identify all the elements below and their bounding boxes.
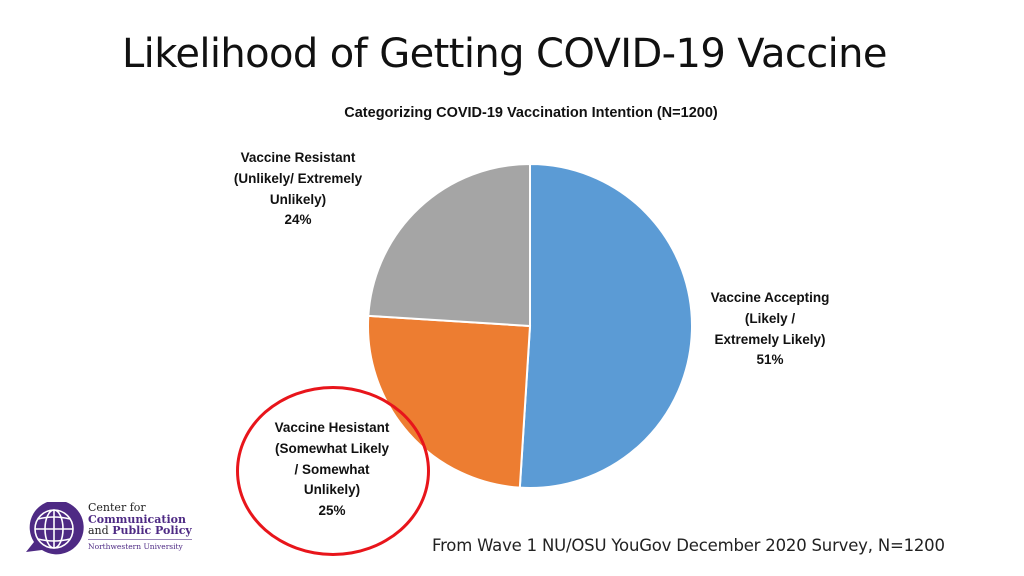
label-hesistant-name: Vaccine Hesistant [274,420,390,435]
logo-line-center-for: Center for [88,501,146,514]
label-resistant-desc-2: Unlikely) [269,191,327,207]
logo-line-communication: Communication [88,512,186,526]
label-accepting-name: Vaccine Accepting [710,290,830,305]
label-accepting-desc: (Likely / [744,310,796,326]
label-resistant-desc: (Unlikely/ Extremely [233,170,363,186]
label-resistant-name: Vaccine Resistant [240,150,356,165]
label-hesistant-desc: (Somewhat Likely [274,440,390,456]
slice-vaccine-accepting [518,162,694,489]
label-accepting-pct: 51% [756,352,784,368]
highlight-circle [236,386,430,556]
logo-line-university: Northwestern University [88,538,192,553]
label-vaccine-resistant: Vaccine Resistant (Unlikely/ Extremely U… [216,148,380,231]
label-hesistant-desc-2: / Somewhat [294,461,370,477]
chart-title: Categorizing COVID-19 Vaccination Intent… [344,105,718,121]
logo-line-public-policy: and Public Policy [88,525,192,537]
logo-center-communication-public-policy: Center for Communication and Public Poli… [20,500,200,562]
label-hesistant-desc-3: Unlikely) [303,482,361,498]
label-hesistant-pct: 25% [318,503,346,519]
label-vaccine-accepting: Vaccine Accepting (Likely / Extremely Li… [694,288,846,371]
label-resistant-pct: 24% [284,212,312,228]
label-vaccine-hesistant: Vaccine Hesistant (Somewhat Likely / Som… [252,418,412,522]
label-accepting-desc-2: Extremely Likely) [714,331,826,347]
slide-title: Likelihood of Getting COVID-19 Vaccine [122,31,888,77]
logo-public-policy: Public Policy [112,524,192,537]
globe-speech-bubble-icon [26,502,84,555]
logo-and: and [88,524,113,537]
source-note: From Wave 1 NU/OSU YouGov December 2020 … [432,536,945,555]
slice-vaccine-resistant [367,162,531,328]
